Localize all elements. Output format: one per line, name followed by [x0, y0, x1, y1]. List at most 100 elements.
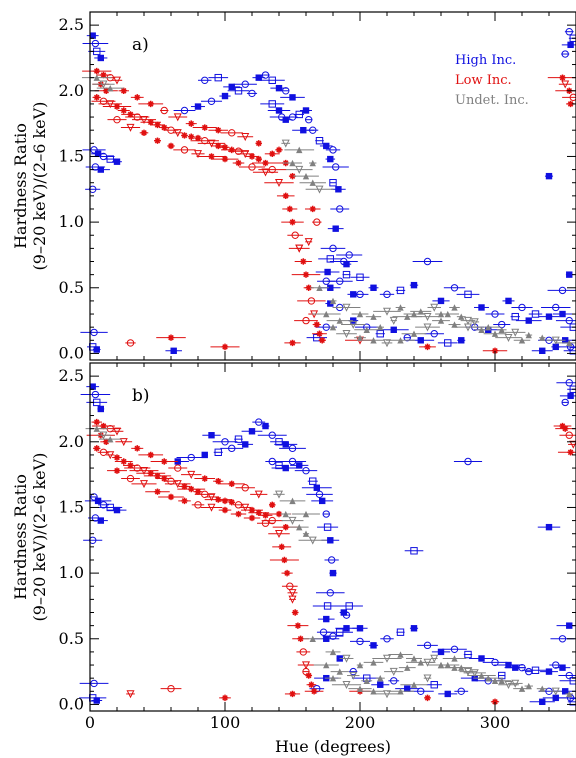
data-point	[356, 637, 364, 646]
data-point	[127, 462, 134, 469]
data-point	[302, 271, 310, 278]
data-point	[99, 448, 108, 456]
data-point	[113, 103, 121, 110]
data-point	[417, 687, 425, 696]
data-point	[342, 654, 351, 663]
data-point	[282, 87, 290, 95]
data-point	[282, 192, 289, 200]
x-axis-label: Hue (degrees)	[275, 737, 391, 756]
data-point	[397, 651, 404, 658]
x-tick-label: 300	[480, 713, 511, 732]
data-point	[161, 475, 168, 482]
data-point	[423, 674, 432, 683]
data-point	[464, 650, 472, 659]
data-point	[281, 556, 288, 564]
data-point	[322, 510, 330, 518]
data-point	[470, 318, 479, 327]
y-tick-label: 2.0	[59, 432, 84, 451]
data-point	[274, 179, 284, 188]
data-point	[450, 645, 459, 653]
data-point	[275, 84, 283, 92]
data-point	[559, 310, 566, 318]
data-point	[301, 661, 311, 670]
data-point	[437, 648, 445, 656]
data-point	[100, 422, 107, 430]
data-point	[255, 418, 263, 426]
data-point	[444, 690, 451, 698]
data-point	[567, 449, 574, 456]
data-point	[569, 347, 576, 355]
data-point	[410, 330, 418, 337]
y-tick-label: 2.5	[59, 366, 84, 385]
data-point	[292, 609, 299, 616]
y-tick-label: 0.0	[59, 343, 84, 362]
data-point	[304, 238, 313, 247]
data-point	[552, 303, 560, 312]
data-point	[127, 111, 134, 118]
data-point	[207, 97, 216, 105]
data-point	[93, 425, 100, 432]
data-point	[194, 103, 202, 110]
data-point	[458, 337, 465, 344]
data-point	[113, 467, 121, 474]
data-point	[228, 480, 235, 488]
data-point	[275, 510, 283, 518]
data-point	[377, 323, 384, 331]
data-point	[228, 499, 235, 506]
data-point	[294, 622, 302, 629]
data-point	[201, 490, 209, 499]
data-point	[327, 284, 334, 291]
data-point	[93, 418, 100, 426]
data-point	[221, 92, 229, 100]
data-point	[565, 671, 573, 680]
data-point	[345, 602, 353, 610]
data-point	[518, 303, 526, 312]
data-point	[289, 94, 296, 101]
data-point	[363, 677, 370, 684]
y-tick-label: 0.5	[59, 278, 84, 297]
data-point	[221, 497, 229, 505]
y-axis-label: Hardness Ratio	[11, 123, 30, 249]
data-point	[248, 153, 256, 160]
data-point	[160, 106, 168, 115]
data-point	[255, 509, 262, 516]
data-point	[329, 323, 337, 331]
data-point	[170, 347, 177, 355]
data-point	[100, 71, 107, 79]
data-point	[248, 89, 256, 98]
data-point	[569, 677, 576, 685]
y-tick-label: 2.5	[59, 15, 84, 34]
data-point	[133, 113, 141, 121]
data-point	[389, 316, 398, 325]
data-point	[282, 510, 289, 518]
data-point	[478, 672, 485, 679]
data-point	[234, 87, 243, 95]
data-point	[410, 681, 418, 688]
data-point	[147, 470, 154, 477]
data-point	[106, 155, 114, 163]
data-point	[93, 346, 100, 353]
data-point	[187, 453, 195, 462]
data-point	[567, 392, 574, 400]
data-point	[248, 514, 256, 522]
data-point	[302, 316, 310, 325]
data-point	[113, 115, 121, 124]
data-point	[309, 179, 316, 186]
data-point	[349, 320, 358, 329]
data-point	[417, 308, 424, 315]
data-point	[268, 165, 276, 174]
data-point	[241, 484, 249, 492]
data-point	[545, 313, 553, 320]
data-point	[451, 655, 458, 662]
data-point	[561, 398, 569, 407]
data-point	[215, 142, 222, 150]
data-point	[464, 290, 472, 299]
data-point	[332, 163, 340, 171]
data-point	[329, 244, 337, 253]
data-point	[326, 255, 335, 263]
data-point	[313, 484, 320, 491]
data-point	[566, 622, 573, 629]
data-point	[545, 172, 553, 180]
data-point	[221, 506, 229, 514]
data-point	[188, 133, 195, 140]
